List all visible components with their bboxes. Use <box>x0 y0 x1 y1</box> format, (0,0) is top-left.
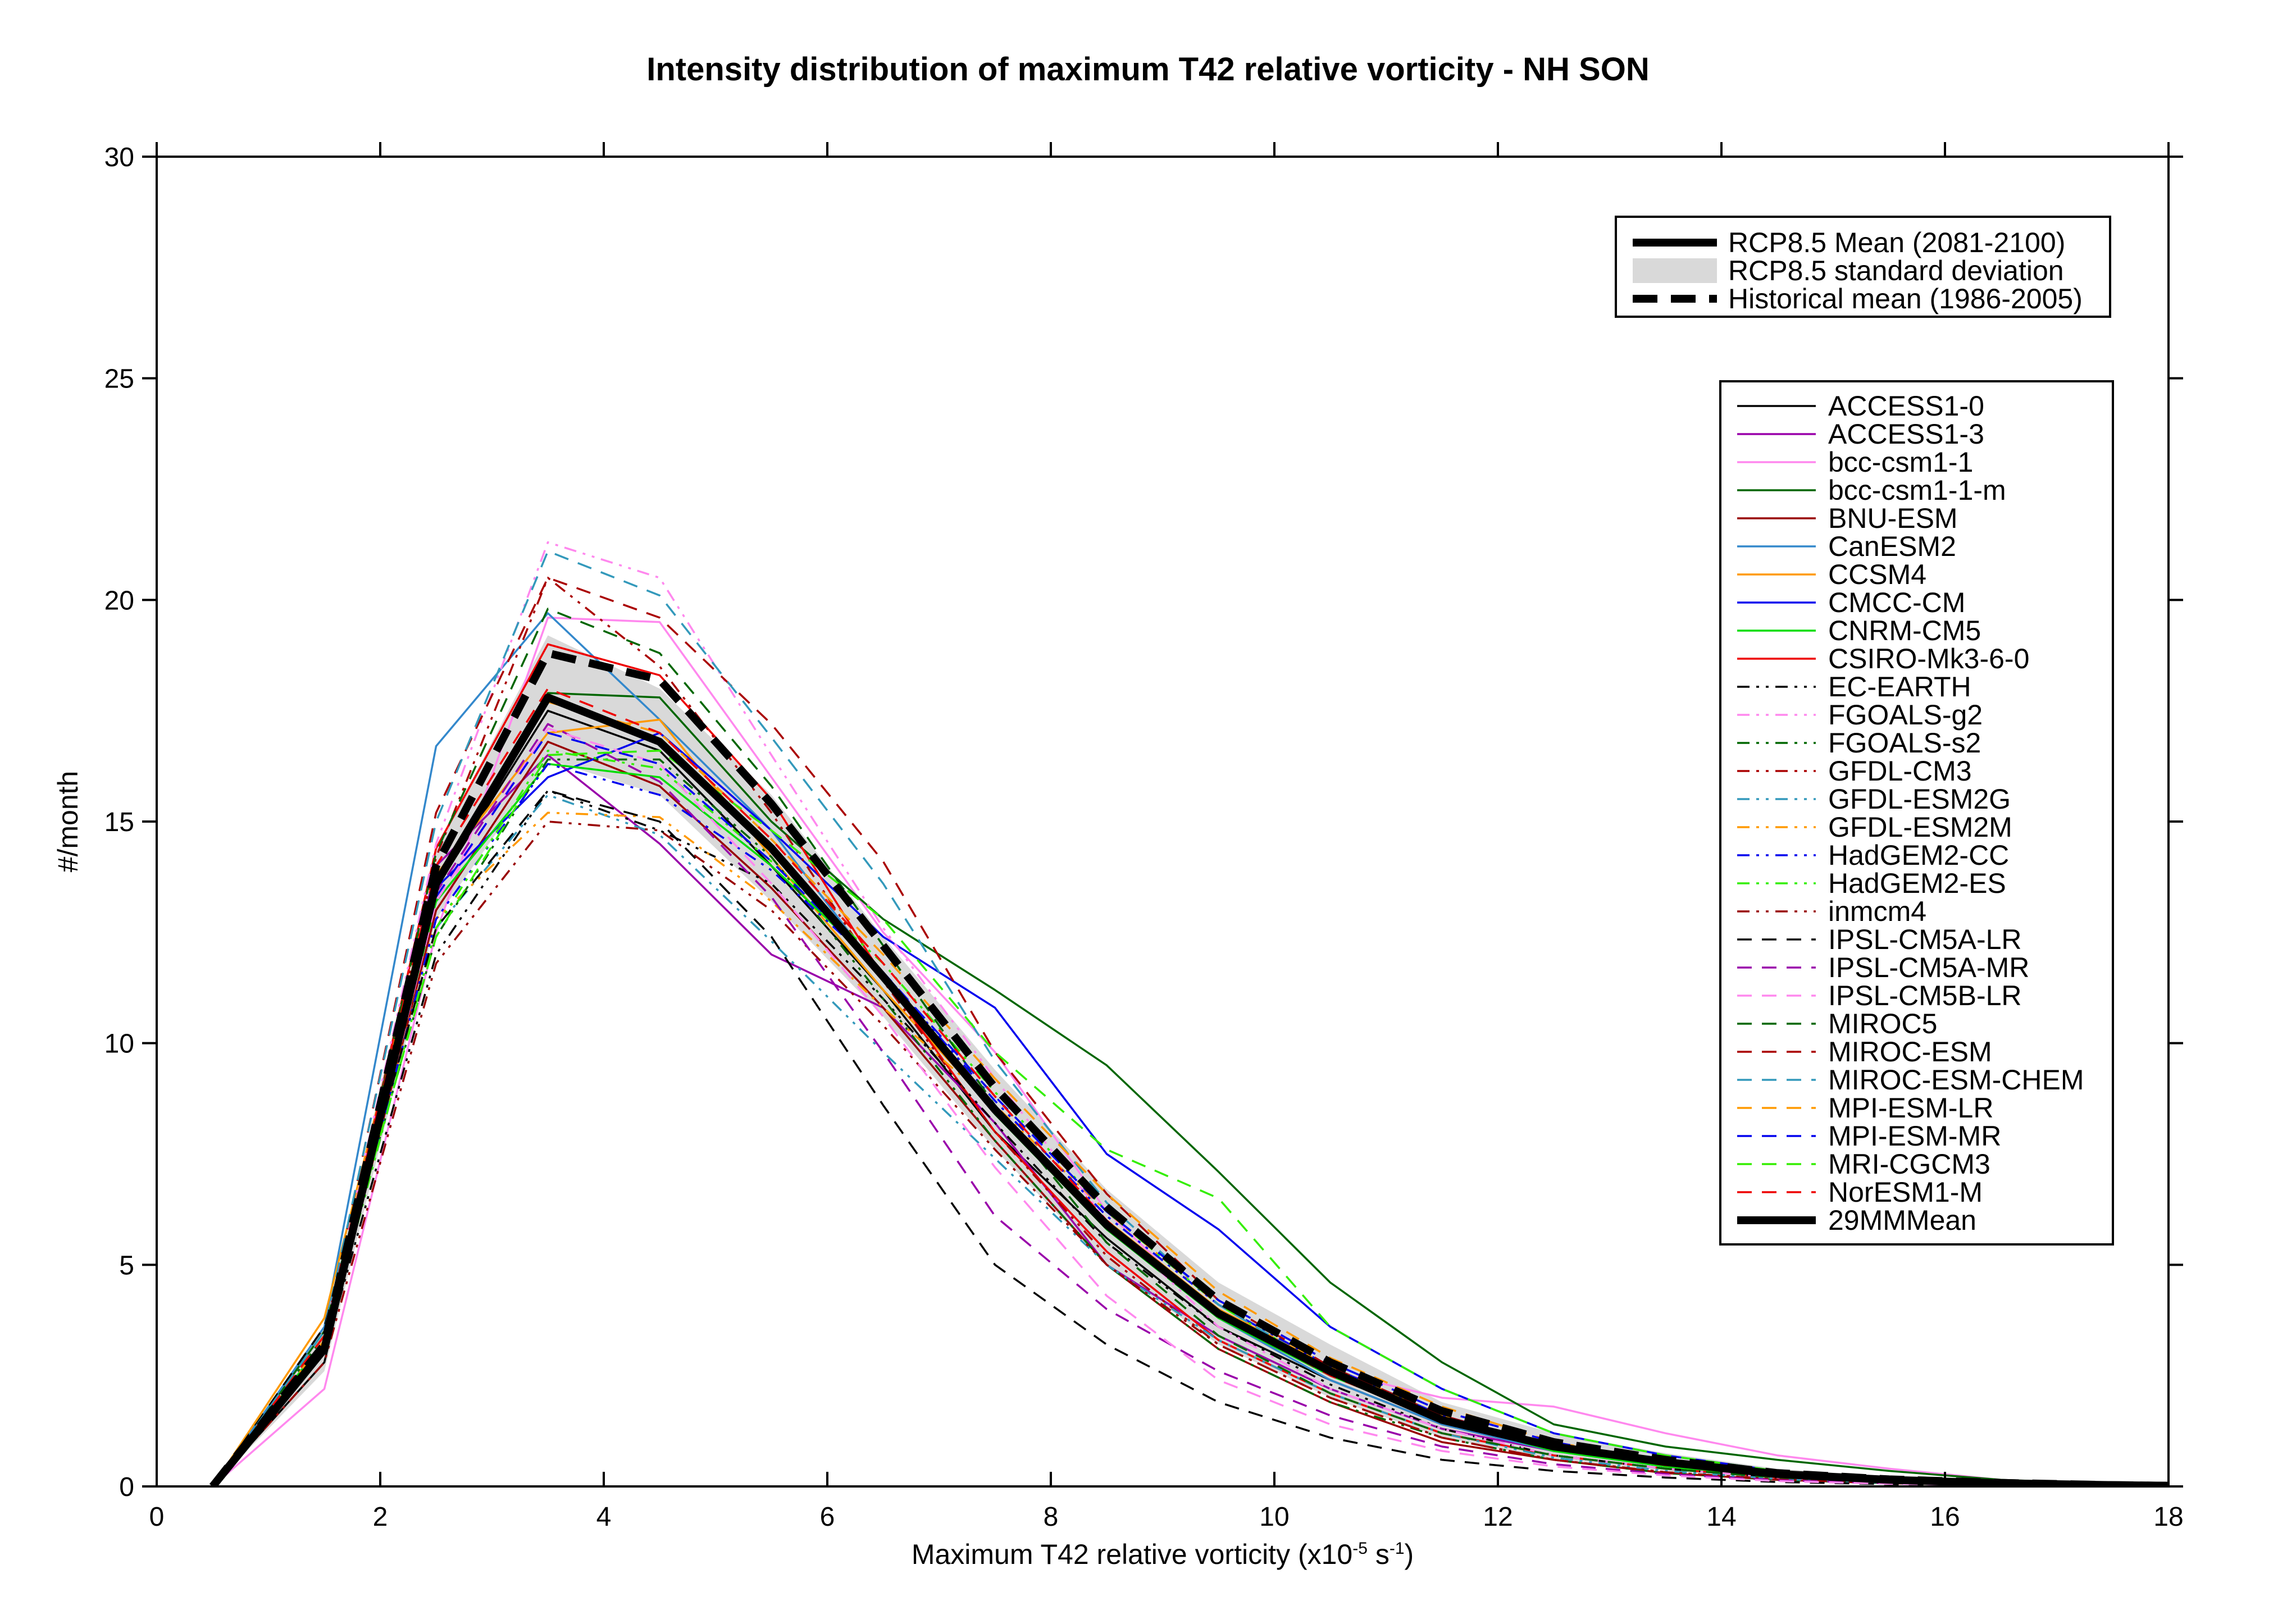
legend-model-label: bcc-csm1-1 <box>1828 446 1973 478</box>
legend-models-frame <box>1719 380 2114 1246</box>
x-tick-label: 4 <box>596 1502 612 1532</box>
legend-model-label: CCSM4 <box>1828 559 1926 590</box>
legend-model-label: CSIRO-Mk3-6-0 <box>1828 643 2029 674</box>
legend-model-label: MPI-ESM-MR <box>1828 1120 2001 1152</box>
legend-model-label: MPI-ESM-LR <box>1828 1092 1993 1124</box>
series-line-bcc-csm1-1-m <box>212 692 2169 1486</box>
legend-model-label: HadGEM2-CC <box>1828 840 2009 871</box>
legend-model-label: EC-EARTH <box>1828 671 1971 702</box>
legend-model-label: MIROC-ESM-CHEM <box>1828 1064 2084 1096</box>
x-tick-label: 18 <box>2153 1502 2183 1532</box>
legend-model-label: NorESM1-M <box>1828 1176 1983 1208</box>
series-line-ipsl-cm5b-lr <box>212 727 2169 1486</box>
legend-models: ACCESS1-0ACCESS1-3bcc-csm1-1bcc-csm1-1-m… <box>1719 380 2114 1246</box>
axes: 0 2 4 6 8 10 12 14 16 18 0 5 10 15 20 25 30 <box>104 142 2184 1532</box>
legend-summary-label: RCP8.5 standard deviation <box>1728 255 2064 286</box>
legend-model-label: 29MMMean <box>1828 1205 1976 1236</box>
legend-model-label: bcc-csm1-1-m <box>1828 475 2006 506</box>
y-tick-label: 10 <box>104 1029 134 1059</box>
legend-model-label: HadGEM2-ES <box>1828 868 2006 899</box>
legend-model-label: GFDL-ESM2G <box>1828 783 2011 815</box>
legend-summary-label: RCP8.5 Mean (2081-2100) <box>1728 227 2065 258</box>
y-axis-label: #/month <box>52 771 84 873</box>
legend-model-label: GFDL-CM3 <box>1828 755 1972 787</box>
legend-model-label: IPSL-CM5A-LR <box>1828 924 2022 955</box>
x-tick-label: 2 <box>373 1502 388 1532</box>
legend-model-label: FGOALS-s2 <box>1828 727 1981 759</box>
legend-model-label: ACCESS1-3 <box>1828 418 1984 450</box>
rcp85-mean-line <box>209 694 2169 1486</box>
series-line-miroc-esm-chem <box>212 550 2169 1486</box>
legend-model-label: MRI-CGCM3 <box>1828 1148 1990 1180</box>
rcp85-std-band <box>212 635 2169 1486</box>
x-axis-label: Maximum T42 relative vorticity (x10-5 s-… <box>912 1539 1414 1570</box>
series-line-fgoals-s2 <box>212 758 2169 1486</box>
x-tick-label: 10 <box>1259 1502 1289 1532</box>
x-tick-label: 12 <box>1483 1502 1513 1532</box>
legend-summary: RCP8.5 Mean (2081-2100)RCP8.5 standard d… <box>1615 216 2111 318</box>
x-tick-label: 16 <box>1930 1502 1960 1532</box>
y-tick-label: 20 <box>104 586 134 615</box>
legend-model-label: ACCESS1-0 <box>1828 390 1984 422</box>
plot-area <box>209 541 2169 1486</box>
legend-model-label: CanESM2 <box>1828 531 1956 562</box>
x-tick-label: 0 <box>149 1502 165 1532</box>
legend-model-label: CMCC-CM <box>1828 587 1965 618</box>
y-tick-label: 15 <box>104 808 134 837</box>
legend-model-label: GFDL-ESM2M <box>1828 811 2012 843</box>
legend-model-label: CNRM-CM5 <box>1828 615 1981 646</box>
chart-title: Intensity distribution of maximum T42 re… <box>646 51 1649 88</box>
x-tick-label: 6 <box>820 1502 835 1532</box>
y-tick-label: 5 <box>119 1251 134 1280</box>
legend-model-label: IPSL-CM5A-MR <box>1828 952 2029 983</box>
legend-model-label: inmcm4 <box>1828 896 1926 927</box>
x-tick-label: 14 <box>1706 1502 1736 1532</box>
legend-model-label: FGOALS-g2 <box>1828 699 1983 731</box>
legend-model-label: BNU-ESM <box>1828 503 1958 534</box>
legend-model-label: MIROC-ESM <box>1828 1036 1992 1068</box>
series-line-fgoals-g2 <box>212 541 2169 1486</box>
legend-summary-label: Historical mean (1986-2005) <box>1728 283 2083 314</box>
legend-model-label: IPSL-CM5B-LR <box>1828 980 2022 1011</box>
legend-model-label: MIROC5 <box>1828 1008 1937 1039</box>
y-tick-label: 0 <box>119 1472 134 1502</box>
legend-summary-swatch <box>1633 258 1717 283</box>
y-tick-label: 25 <box>104 364 134 394</box>
y-tick-label: 30 <box>104 143 134 172</box>
x-tick-label: 8 <box>1044 1502 1059 1532</box>
